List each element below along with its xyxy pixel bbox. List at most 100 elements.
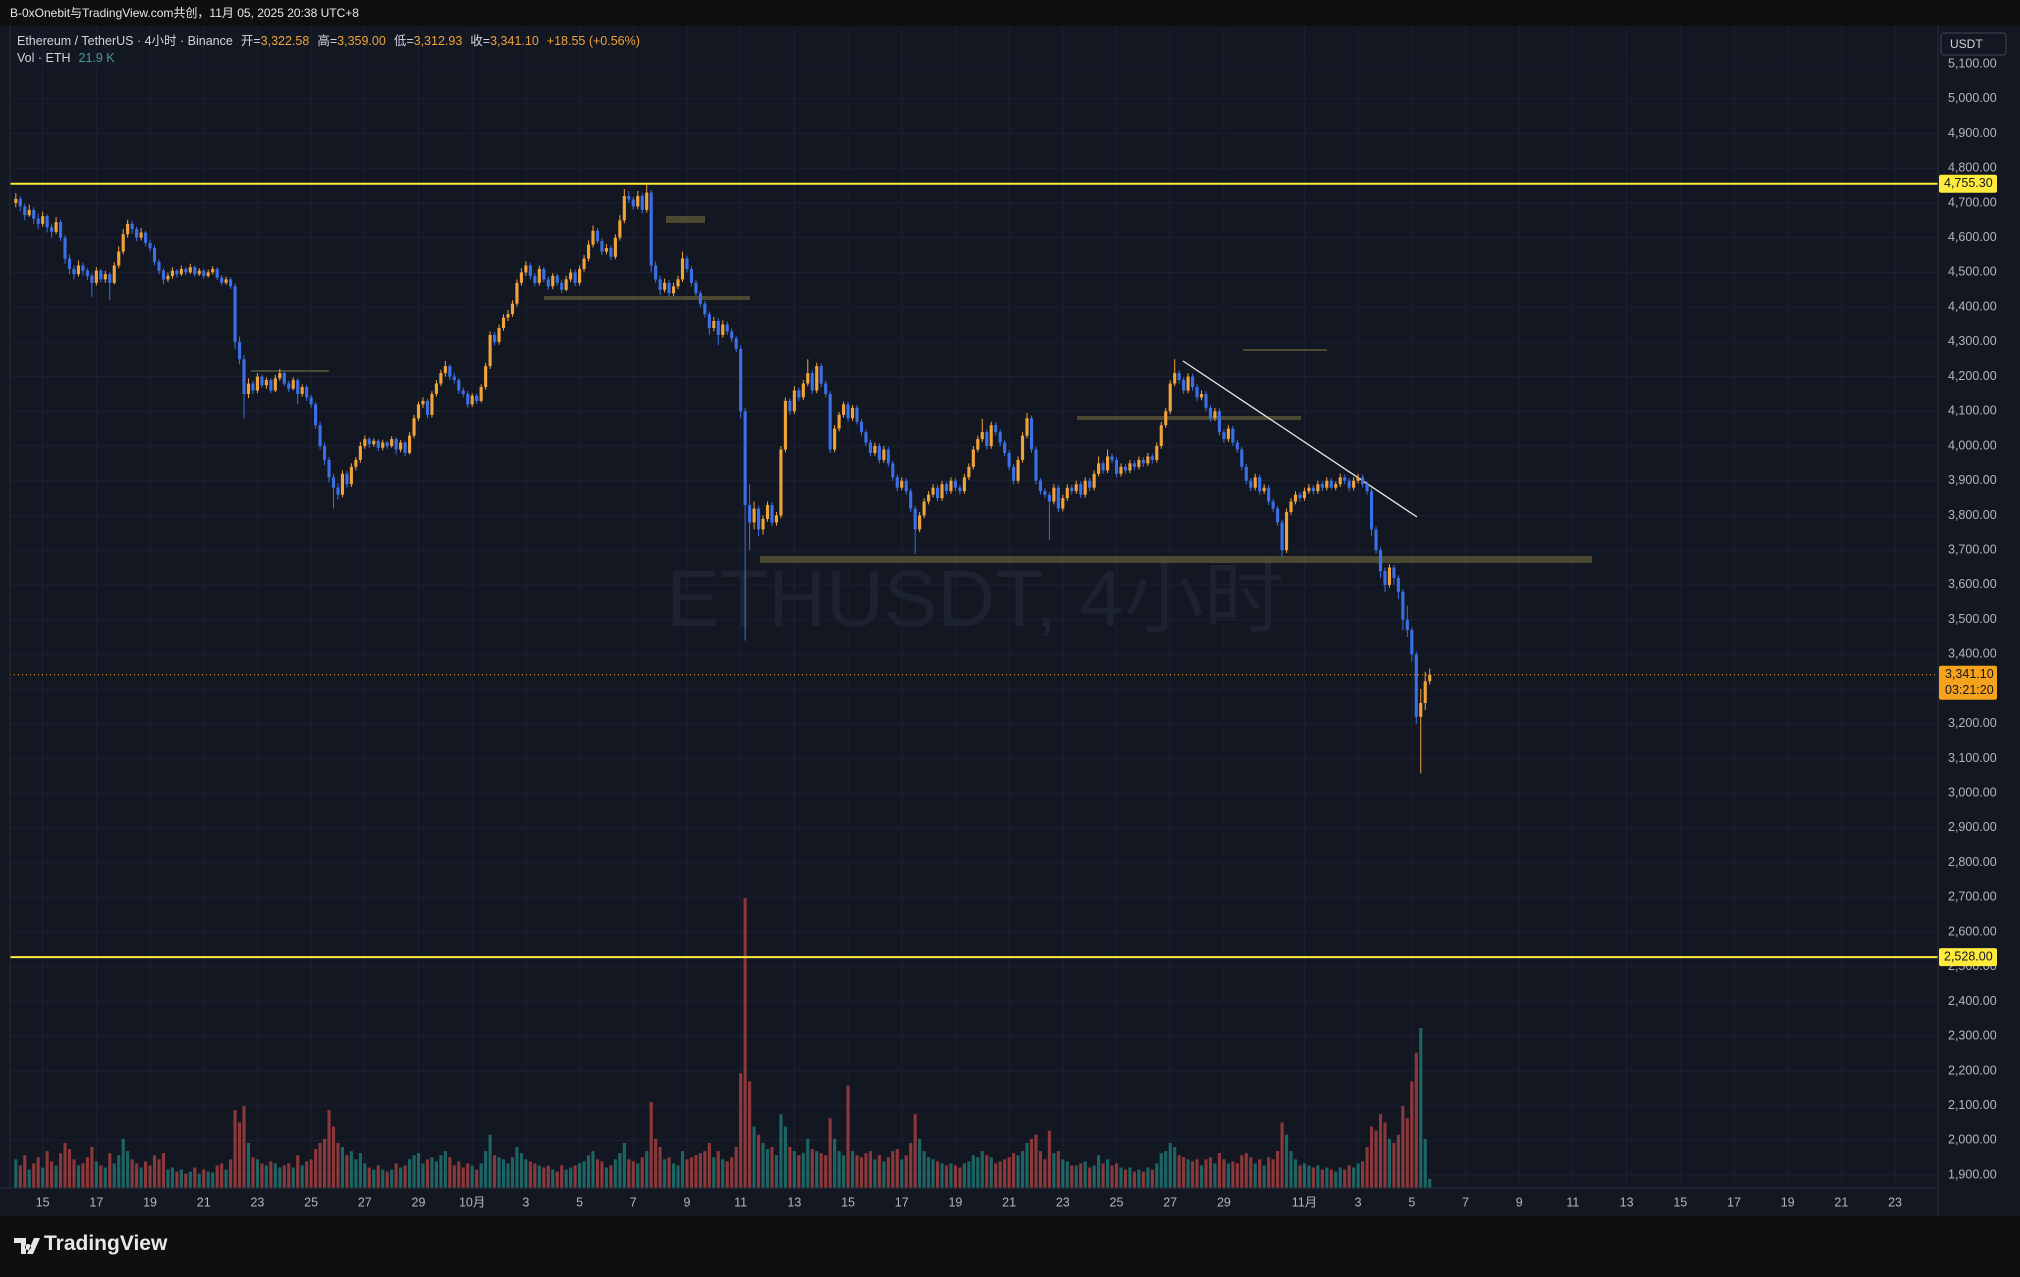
volume-bar [23,1155,27,1188]
candle-body [260,376,264,386]
candle-body [931,487,935,495]
candle-body [184,268,188,273]
candle-body [904,480,908,492]
volume-bar [873,1159,877,1188]
volume-bar [184,1173,188,1188]
volume-bar [842,1155,846,1188]
candle-body [1244,466,1248,481]
volume-bar [1320,1169,1324,1188]
volume-bar [54,1165,58,1188]
ohlc-label: 低= [393,34,414,48]
volume-bar [1226,1163,1230,1188]
volume-bar [564,1169,568,1188]
candle-body [300,387,304,394]
candle-body [591,230,595,245]
volume-bar [725,1161,729,1188]
top-bar: B-0xOnebit与TradingView.com共创，11月 05, 202… [0,0,2020,26]
candle-body [340,473,345,495]
candle-body [367,439,371,445]
candle-body [1168,383,1172,412]
candle-body [891,463,895,478]
candle-body [501,317,506,328]
candle-body [1293,494,1298,502]
volume-bar [927,1157,931,1188]
candle-body [779,449,783,516]
volume-bar [390,1169,394,1188]
candle-body [654,265,658,280]
volume-bar [918,1138,922,1188]
y-tick-label: 4,500.00 [1948,265,1997,279]
candle-body [935,487,940,499]
volume-bar [264,1165,268,1188]
candle-body [179,268,183,275]
volume-bar [971,1155,975,1188]
volume-bar [193,1167,197,1188]
volume-bar [126,1151,130,1188]
volume-bar [783,1126,787,1188]
candle-body [1374,529,1378,551]
candle-body [1141,459,1145,464]
candle-body [1428,674,1432,682]
candle-body [976,439,980,450]
volume-bar [604,1167,608,1188]
candle-body [1159,425,1163,447]
candle-body [1047,494,1051,502]
symbol: Ethereum / TetherUS · 4小时 · Binance [17,34,233,48]
volume-bar [935,1161,940,1188]
volume-bar [846,1085,850,1188]
candle-body [1016,459,1020,481]
candle-body [211,268,215,273]
volume-bar [309,1159,313,1188]
volume-bar [1347,1165,1351,1188]
candle-body [730,331,734,339]
y-tick-label: 4,200.00 [1948,369,1997,383]
volume-bar [994,1163,998,1188]
candle-body [1320,484,1324,488]
snapshot-title: B-0xOnebit与TradingView.com共创，11月 05, 202… [10,6,359,20]
candle-body [296,380,300,394]
x-tick-label: 5 [1408,1195,1415,1209]
candle-body [1003,442,1007,453]
volume-bar [645,1151,649,1188]
volume-bar [76,1165,81,1188]
price-tag-label: 2,528.00 [1944,949,1993,963]
volume-bar [139,1167,143,1188]
candle-body [1097,463,1101,474]
volume-bar [246,1142,251,1188]
volume-bar [1329,1169,1333,1188]
candle-body [399,442,403,450]
volume-bar [1034,1134,1038,1188]
volume-bar [501,1159,506,1188]
volume-bar [1222,1159,1226,1188]
volume-bar [1352,1167,1356,1188]
volume-bar [41,1167,45,1188]
volume-bar [801,1153,805,1188]
candle-body [322,446,327,460]
candle-body [126,223,130,235]
candle-body [72,268,76,275]
volume-bar [551,1169,555,1188]
x-tick-label: 19 [1781,1195,1795,1209]
volume-bar [237,1122,242,1188]
candle-body [631,199,635,207]
candle-body [721,324,725,335]
candle-body [658,279,662,290]
candle-body [54,222,58,232]
candle-body [394,439,398,450]
x-tick-label: 3 [522,1195,529,1209]
candle-body [1213,411,1217,419]
candle-body [1007,452,1011,467]
volume-bar [1029,1138,1034,1188]
volume-bar [980,1151,984,1188]
candle-body [560,282,564,290]
volume-bar [1150,1169,1154,1188]
volume-bar [135,1163,139,1188]
candle-body [1074,484,1078,492]
volume-bar [609,1165,613,1188]
volume-bar [1405,1118,1409,1188]
volume-layer [14,898,1432,1188]
volume-bar [1114,1163,1119,1188]
volume-bar [1361,1161,1365,1188]
candle-body [193,267,197,275]
volume-bar [989,1157,993,1188]
